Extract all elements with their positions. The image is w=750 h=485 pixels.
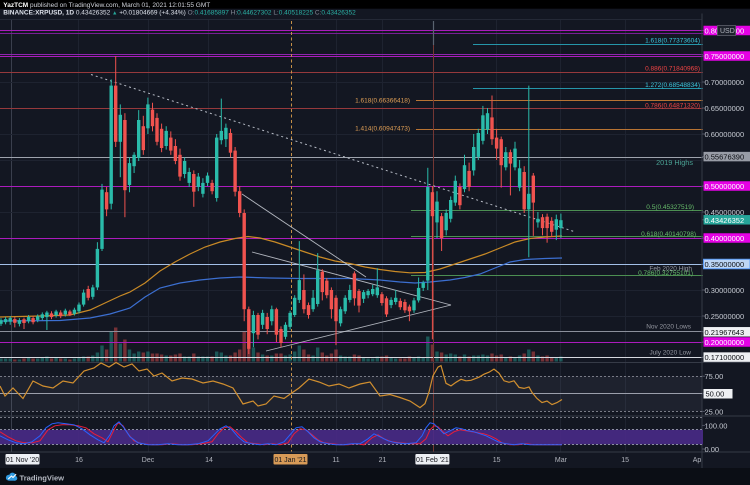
svg-text:11: 11	[332, 457, 339, 464]
svg-text:Dec: Dec	[142, 457, 155, 464]
svg-text:1.618(0.77373604): 1.618(0.77373604)	[645, 38, 700, 45]
svg-text:0.25000000: 0.25000000	[705, 312, 745, 321]
svg-text:0.618(0.40140798): 0.618(0.40140798)	[641, 231, 696, 238]
svg-text:Nov 2020 Lows: Nov 2020 Lows	[646, 324, 692, 331]
svg-text:0.886(0.71840968): 0.886(0.71840968)	[645, 66, 700, 73]
svg-text:BINANCE:XRPUSD, 1D 0.43426352: BINANCE:XRPUSD, 1D 0.43426352 ▲ +0.01804…	[3, 9, 356, 16]
svg-text:0.786(0.32755101): 0.786(0.32755101)	[638, 270, 693, 277]
svg-text:0.45000000: 0.45000000	[705, 208, 745, 217]
svg-text:0.60000000: 0.60000000	[705, 130, 745, 139]
svg-text:0.20000000: 0.20000000	[705, 338, 745, 347]
svg-text:0.70000000: 0.70000000	[705, 78, 745, 87]
svg-text:Mar: Mar	[555, 457, 568, 464]
svg-text:0.43426352: 0.43426352	[705, 216, 745, 225]
svg-text:1.414(0.60947473): 1.414(0.60947473)	[355, 126, 410, 133]
svg-text:75.00: 75.00	[705, 372, 724, 381]
svg-text:1.618(0.66366418): 1.618(0.66366418)	[355, 97, 410, 104]
svg-text:2019 Highs: 2019 Highs	[656, 158, 693, 167]
svg-text:100.00: 100.00	[705, 421, 728, 430]
svg-text:25.00: 25.00	[705, 407, 724, 416]
svg-text:16: 16	[75, 457, 83, 464]
svg-text:21: 21	[379, 457, 387, 464]
svg-text:YazTCM published on TradingVie: YazTCM published on TradingView.com, Mar…	[3, 2, 210, 9]
svg-text:0.40000000: 0.40000000	[705, 234, 745, 243]
svg-text:Ap: Ap	[693, 457, 702, 464]
svg-text:0.786(0.64871320): 0.786(0.64871320)	[645, 103, 700, 110]
svg-text:USD: USD	[720, 28, 735, 35]
svg-text:TradingView: TradingView	[20, 473, 65, 482]
svg-text:01 Jan '21: 01 Jan '21	[274, 457, 306, 464]
svg-text:01 Nov '20: 01 Nov '20	[6, 457, 39, 464]
svg-text:0.65000000: 0.65000000	[705, 104, 745, 113]
svg-text:50.00: 50.00	[706, 390, 725, 399]
svg-text:15: 15	[493, 457, 501, 464]
svg-text:0.30000000: 0.30000000	[705, 286, 745, 295]
svg-text:0.5(0.45327519): 0.5(0.45327519)	[646, 204, 694, 211]
svg-text:0.35000000: 0.35000000	[705, 260, 745, 269]
svg-text:0.21967643: 0.21967643	[705, 328, 745, 337]
svg-text:0.50000000: 0.50000000	[705, 182, 745, 191]
svg-text:01 Feb '21: 01 Feb '21	[416, 457, 449, 464]
svg-text:0.17100000: 0.17100000	[705, 353, 745, 362]
svg-text:0.75000000: 0.75000000	[705, 52, 745, 61]
svg-text:0.00: 0.00	[705, 445, 720, 454]
svg-text:Feb 2020 High: Feb 2020 High	[649, 265, 692, 272]
svg-text:1.272(0.68548834): 1.272(0.68548834)	[645, 82, 700, 89]
svg-text:15: 15	[621, 457, 629, 464]
svg-text:July 2020 Low: July 2020 Low	[649, 350, 691, 357]
svg-text:14: 14	[205, 457, 213, 464]
svg-text:0.55676390: 0.55676390	[705, 153, 745, 162]
